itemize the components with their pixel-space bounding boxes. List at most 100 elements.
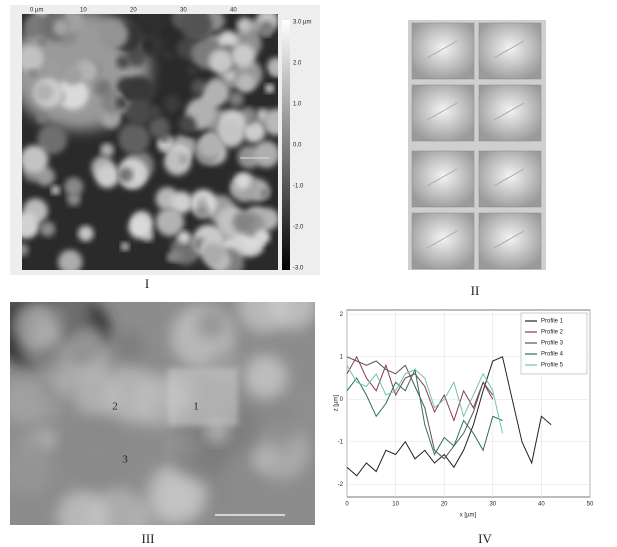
blob: [2, 445, 53, 496]
blob: [57, 491, 108, 542]
blob: [204, 80, 230, 106]
blob: [171, 192, 193, 214]
blob: [50, 288, 92, 330]
blob: [118, 123, 149, 154]
y-tick-label: -2: [338, 482, 344, 488]
blob: [103, 367, 159, 423]
blob: [261, 407, 300, 446]
blob: [63, 419, 126, 482]
blob: [262, 28, 271, 37]
blob: [37, 113, 47, 123]
blob: [100, 143, 114, 157]
thumbnail: [479, 85, 541, 141]
blob: [114, 331, 144, 361]
x-tick-label: 50: [587, 502, 594, 508]
x-tick-label: 10: [392, 502, 399, 508]
blob: [78, 226, 94, 242]
y-tick-label: 1: [340, 354, 344, 360]
blob: [178, 231, 191, 244]
colorbar-label: 1.0: [293, 102, 302, 108]
blob: [268, 280, 317, 329]
blob: [99, 20, 128, 49]
ruler-label: 30: [180, 8, 187, 14]
x-axis-label: x [µm]: [460, 513, 477, 519]
blob: [236, 74, 254, 92]
legend-label: Profile 3: [541, 341, 564, 347]
colorbar-label: -3.0: [293, 266, 304, 272]
thumbnail: [479, 23, 541, 79]
blob: [187, 65, 198, 76]
y-tick-label: 2: [340, 312, 344, 318]
colorbar-label: -1.0: [293, 184, 304, 190]
thumbnail: [479, 151, 541, 207]
y-axis-label: z [µm]: [334, 394, 340, 411]
blob: [20, 145, 48, 173]
blob: [197, 311, 225, 339]
thumbnail: [412, 85, 474, 141]
blob: [35, 83, 53, 101]
ruler-label: 0 µm: [30, 8, 43, 14]
blob: [118, 167, 133, 182]
blob: [164, 149, 191, 176]
blob: [148, 105, 162, 119]
blob: [144, 40, 154, 50]
blob: [40, 221, 55, 236]
blob: [256, 229, 271, 244]
caption: IV: [478, 531, 492, 546]
blob: [95, 80, 112, 97]
x-tick-label: 40: [538, 502, 545, 508]
colorbar-label: 2.0: [293, 61, 302, 67]
blob: [233, 211, 254, 232]
blob: [53, 19, 70, 36]
blob: [51, 186, 60, 195]
blob: [163, 50, 174, 61]
figure: I II 1 2 3 III 01020304050-2-1012Profile…: [0, 0, 617, 547]
thumbnail-grid: [408, 20, 546, 270]
blob: [229, 91, 244, 106]
blob: [235, 173, 250, 188]
marker: 3: [122, 454, 128, 466]
blob: [244, 355, 288, 399]
legend-label: Profile 5: [541, 363, 564, 369]
ruler-label: 10: [80, 8, 87, 14]
blob: [96, 165, 119, 188]
blob: [167, 253, 176, 262]
blob: [38, 38, 46, 46]
legend-label: Profile 2: [541, 330, 564, 336]
blob: [64, 177, 83, 196]
blob: [129, 215, 153, 239]
legend-label: Profile 4: [541, 352, 564, 358]
marker: 1: [193, 401, 199, 413]
blob: [231, 44, 255, 68]
blob: [121, 242, 129, 250]
thumbnail: [412, 151, 474, 207]
legend-label: Profile 1: [541, 319, 564, 325]
thumbnail: [479, 213, 541, 269]
marker: 2: [112, 401, 118, 413]
x-tick-label: 30: [489, 502, 496, 508]
blob: [265, 84, 274, 93]
blob: [198, 133, 223, 158]
caption: II: [471, 283, 480, 298]
blob: [237, 18, 253, 34]
colorbar-label: -2.0: [293, 225, 304, 231]
y-tick-label: -1: [338, 439, 344, 445]
caption: III: [142, 531, 155, 546]
region: [168, 368, 238, 426]
blob: [179, 116, 196, 133]
caption: I: [145, 276, 149, 291]
blob: [64, 67, 82, 85]
blob: [253, 141, 280, 168]
blob: [164, 95, 181, 112]
thumbnail: [412, 23, 474, 79]
blob: [179, 155, 188, 164]
thumbnail: [412, 213, 474, 269]
ruler-label: 40: [230, 8, 237, 14]
blob: [201, 243, 224, 266]
blob: [181, 10, 213, 42]
blob: [209, 49, 233, 73]
blob: [29, 69, 38, 78]
colorbar: [282, 20, 290, 270]
blob: [259, 188, 270, 199]
blob: [116, 55, 130, 69]
